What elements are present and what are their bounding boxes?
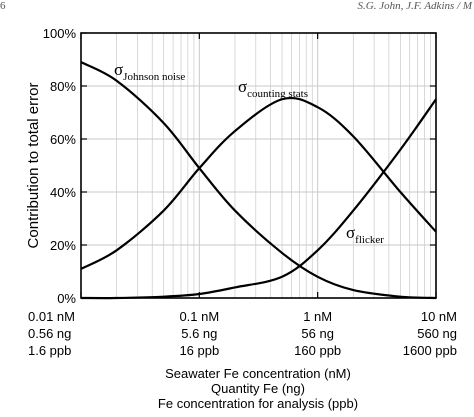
x-tick-label: 0.01 nM	[28, 309, 75, 324]
x-tick-label: 560 ng	[417, 326, 457, 341]
y-axis-label: Contribution to total error	[25, 83, 42, 249]
series-line	[80, 96, 437, 270]
series-label-subscript: counting stats	[247, 88, 308, 100]
x-tick-labels: 0.01 nM 0.56 ng 1.6 ppb 0.1 nM 5.6 ng 16 ppb 1…	[28, 309, 457, 358]
x-tick-label: 0.56 ng	[28, 326, 71, 341]
page-number: 6	[0, 0, 6, 12]
series-line	[80, 61, 437, 300]
series-label: σcounting stats	[238, 77, 308, 100]
running-head: S.G. John, J.F. Adkins / M	[357, 0, 472, 12]
series-label: σJohnson noise	[114, 60, 185, 83]
x-tick-label: 160 ppb	[294, 343, 341, 358]
grid	[80, 33, 436, 298]
y-tick-labels: 0% 20% 40% 60% 80% 100%	[43, 26, 77, 306]
series-line	[80, 98, 437, 300]
y-tick-label: 0%	[57, 291, 76, 306]
x-tick-label: 1.6 ppb	[28, 343, 71, 358]
x-tick-label: 0.1 nM	[179, 309, 219, 324]
x-axis-label: Fe concentration for analysis (ppb)	[158, 396, 358, 411]
y-tick-label: 100%	[43, 26, 77, 41]
x-tick-label: 1600 ppb	[403, 343, 457, 358]
x-axis-label: Quantity Fe (ng)	[211, 381, 305, 396]
x-axis-label: Seawater Fe concentration (nM)	[165, 366, 351, 381]
series-label-subscript: flicker	[355, 234, 384, 246]
x-tick-label: 16 ppb	[179, 343, 219, 358]
y-tick-label: 40%	[50, 185, 76, 200]
x-tick-label: 56 ng	[301, 326, 334, 341]
y-tick-label: 60%	[50, 132, 76, 147]
x-tick-label: 5.6 ng	[181, 326, 217, 341]
series-label-subscript: Johnson noise	[123, 71, 185, 83]
series-label: σflicker	[346, 223, 384, 246]
y-tick-label: 80%	[50, 79, 76, 94]
y-tick-label: 20%	[50, 238, 76, 253]
x-tick-label: 1 nM	[303, 309, 332, 324]
plot-frame	[80, 32, 437, 299]
x-tick-label: 10 nM	[421, 309, 457, 324]
series-layer	[80, 61, 437, 300]
x-axis-labels: Seawater Fe concentration (nM)Quantity F…	[158, 366, 358, 411]
tick-marks	[80, 32, 437, 299]
